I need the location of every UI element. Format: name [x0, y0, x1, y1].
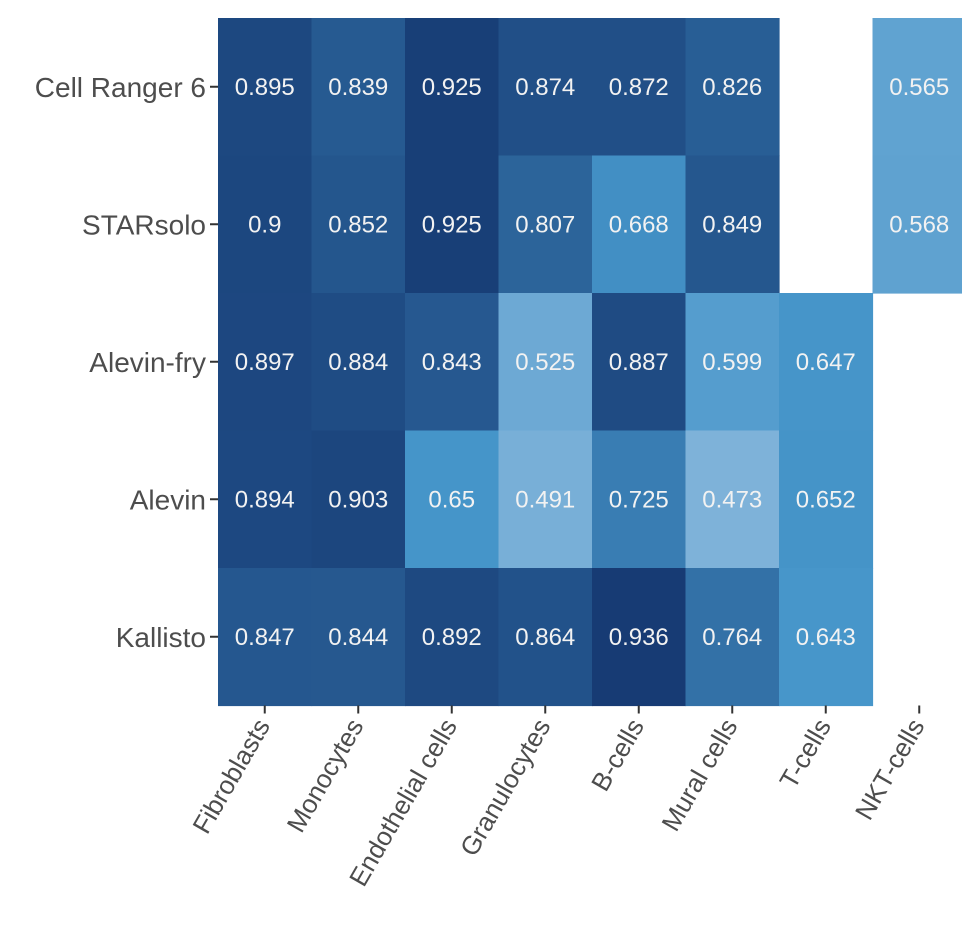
- heatmap-cell-starsolo-granulocytes: [498, 155, 593, 294]
- heatmap-cell-cell-ranger-6-granulocytes: [498, 18, 593, 157]
- heatmap-cell-alevin-fibroblasts: [218, 430, 313, 569]
- cell-value-label: 0.599: [702, 349, 762, 376]
- x-tick-label: B-cells: [585, 714, 650, 797]
- cell-value-label: 0.887: [609, 349, 669, 376]
- cell-value-label: 0.892: [422, 624, 482, 651]
- heatmap-cell-starsolo-endothelial-cells: [405, 155, 500, 294]
- y-tick-label: Cell Ranger 6: [35, 72, 206, 103]
- heatmap-cell-cell-ranger-6-nkt-cells: [872, 18, 962, 157]
- cell-value-label: 0.903: [328, 486, 388, 513]
- heatmap-cell-alevin-b-cells: [592, 430, 687, 569]
- heatmap-cell-kallisto-fibroblasts: [218, 568, 313, 707]
- heatmap-cell-alevin-fry-endothelial-cells: [405, 293, 500, 432]
- heatmap-cell-alevin-granulocytes: [498, 430, 593, 569]
- cell-value-label: 0.65: [428, 486, 475, 513]
- heatmap-cell-kallisto-endothelial-cells: [405, 568, 500, 707]
- x-tick-label: Fibroblasts: [186, 714, 276, 839]
- cell-value-label: 0.895: [235, 74, 295, 101]
- cell-value-label: 0.936: [609, 624, 669, 651]
- heatmap-cell-starsolo-fibroblasts: [218, 155, 313, 294]
- cell-value-label: 0.826: [702, 74, 762, 101]
- cell-value-label: 0.473: [702, 486, 762, 513]
- cell-value-label: 0.647: [796, 349, 856, 376]
- cell-value-label: 0.668: [609, 211, 669, 238]
- cell-value-label: 0.525: [515, 349, 575, 376]
- cell-value-label: 0.874: [515, 74, 575, 101]
- cell-value-label: 0.864: [515, 624, 575, 651]
- cell-value-label: 0.568: [889, 211, 949, 238]
- heatmap-cell-kallisto-granulocytes: [498, 568, 593, 707]
- heatmap-cell-alevin-fry-monocytes: [311, 293, 406, 432]
- heatmap-cell-kallisto-t-cells: [779, 568, 874, 707]
- x-tick-label: Granulocytes: [454, 714, 557, 862]
- heatmap-cells: [218, 18, 962, 707]
- cell-value-label: 0.839: [328, 74, 388, 101]
- cell-value-label: 0.9: [248, 211, 281, 238]
- heatmap-cell-cell-ranger-6-monocytes: [311, 18, 406, 157]
- cell-value-label: 0.925: [422, 74, 482, 101]
- cell-value-label: 0.849: [702, 211, 762, 238]
- x-tick-label: NKT-cells: [849, 714, 931, 825]
- cell-value-label: 0.844: [328, 624, 388, 651]
- heatmap-cell-alevin-t-cells: [779, 430, 874, 569]
- x-tick-label: Monocytes: [281, 714, 370, 838]
- cell-value-label: 0.894: [235, 486, 295, 513]
- heatmap-cell-alevin-fry-b-cells: [592, 293, 687, 432]
- cell-value-label: 0.897: [235, 349, 295, 376]
- cell-value-label: 0.725: [609, 486, 669, 513]
- heatmap-cell-cell-ranger-6-b-cells: [592, 18, 687, 157]
- heatmap-value-labels: 0.895 0.839 0.925 0.874 0.872 0.826 0.565 0.9 0.…: [235, 74, 950, 651]
- cell-value-label: 0.852: [328, 211, 388, 238]
- heatmap-cell-cell-ranger-6-mural-cells: [685, 18, 780, 157]
- cell-value-label: 0.764: [702, 624, 762, 651]
- cell-value-label: 0.884: [328, 349, 388, 376]
- cell-value-label: 0.872: [609, 74, 669, 101]
- cell-value-label: 0.652: [796, 486, 856, 513]
- heatmap-cell-starsolo-mural-cells: [685, 155, 780, 294]
- heatmap-cell-alevin-fry-mural-cells: [685, 293, 780, 432]
- y-tick-label: Kallisto: [116, 622, 206, 653]
- cell-value-label: 0.807: [515, 211, 575, 238]
- heatmap-cell-alevin-mural-cells: [685, 430, 780, 569]
- heatmap-cell-starsolo-b-cells: [592, 155, 687, 294]
- heatmap-cell-cell-ranger-6-endothelial-cells: [405, 18, 500, 157]
- heatmap-cell-cell-ranger-6-fibroblasts: [218, 18, 313, 157]
- heatmap-cell-kallisto-monocytes: [311, 568, 406, 707]
- cell-value-label: 0.491: [515, 486, 575, 513]
- x-tick-label: T-cells: [773, 714, 837, 794]
- cell-value-label: 0.643: [796, 624, 856, 651]
- heatmap-cell-alevin-fry-granulocytes: [498, 293, 593, 432]
- x-tick-label: Mural cells: [655, 714, 743, 837]
- heatmap-cell-alevin-fry-fibroblasts: [218, 293, 313, 432]
- cell-value-label: 0.847: [235, 624, 295, 651]
- heatmap-cell-alevin-monocytes: [311, 430, 406, 569]
- heatmap-cell-alevin-fry-t-cells: [779, 293, 874, 432]
- cell-value-label: 0.843: [422, 349, 482, 376]
- heatmap-cell-alevin-endothelial-cells: [405, 430, 500, 569]
- cell-value-label: 0.925: [422, 211, 482, 238]
- heatmap-cell-kallisto-mural-cells: [685, 568, 780, 707]
- y-tick-label: Alevin-fry: [89, 347, 206, 378]
- cell-value-label: 0.565: [889, 74, 949, 101]
- heatmap-cell-starsolo-monocytes: [311, 155, 406, 294]
- y-tick-label: STARsolo: [82, 209, 206, 240]
- y-tick-label: Alevin: [130, 484, 206, 515]
- heatmap-cell-starsolo-nkt-cells: [872, 155, 962, 294]
- heatmap-cell-kallisto-b-cells: [592, 568, 687, 707]
- y-axis: Cell Ranger 6 STARsolo Alevin-fry Alevin Kal…: [35, 72, 218, 653]
